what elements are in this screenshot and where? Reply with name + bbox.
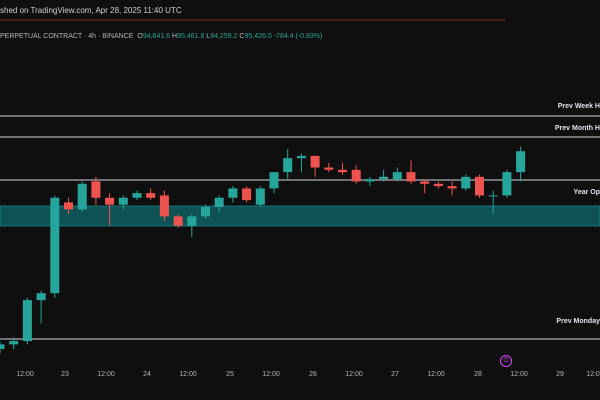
x-tick: 12:00: [262, 371, 280, 378]
candle-body: [351, 169, 361, 182]
open-key: O: [137, 33, 143, 40]
candle-body: [475, 176, 484, 196]
alert-clock-icon[interactable]: ⏱: [500, 355, 512, 367]
change-value: -784.4 (-0.83%): [273, 33, 323, 40]
x-tick: 27: [391, 371, 399, 378]
x-tick: 12:00: [510, 371, 528, 378]
candle-body: [296, 155, 306, 159]
candle-body: [502, 172, 512, 196]
candle-body: [9, 341, 19, 345]
prev-month-high-label: Prev Month H: [554, 125, 600, 132]
candle-body: [214, 197, 224, 208]
high-key: H: [172, 33, 178, 40]
candle-body: [283, 158, 293, 173]
prev-monday-label: Prev Monday: [556, 318, 600, 325]
candle-body: [50, 197, 60, 294]
x-tick: 25: [226, 371, 234, 378]
candle-body: [255, 188, 265, 205]
low-key: L: [206, 33, 211, 40]
x-tick: 28: [474, 371, 482, 378]
candle-body: [201, 207, 210, 217]
candle-body: [269, 172, 279, 189]
candle-body: [461, 176, 471, 189]
x-tick: 12:00: [16, 371, 34, 378]
x-tick: 24: [143, 371, 151, 378]
candles-group: [0, 146, 526, 354]
candle-body: [310, 155, 320, 168]
candle-body: [228, 188, 238, 198]
candle-body: [36, 293, 46, 301]
candle-body: [91, 181, 101, 198]
close-key: C: [239, 33, 245, 40]
candle-body: [118, 197, 128, 205]
x-tick: 12:0: [586, 371, 600, 378]
prev-week-high-label: Prev Week H: [557, 103, 600, 110]
x-tick: 12:00: [427, 371, 445, 378]
year-open-label: Year Op: [573, 189, 600, 196]
candle-body: [420, 181, 430, 184]
close-value: 95,426.0: [244, 33, 272, 40]
candle-body: [0, 344, 5, 350]
candle-body: [516, 151, 526, 173]
x-tick: 26: [309, 371, 317, 378]
x-tick: 23: [61, 371, 69, 378]
candle-body: [187, 216, 197, 226]
ohlc-readout: O94,641.6 H95,461.8 L94,259.2 C95,426.0 …: [137, 33, 322, 40]
open-value: 94,641.6: [142, 33, 171, 40]
candle-body: [132, 193, 142, 198]
candle-body: [365, 179, 375, 182]
candle-body: [392, 172, 402, 180]
candle-body: [242, 188, 252, 201]
published-note: shed on TradingView.com, Apr 28, 2025 11…: [0, 6, 182, 15]
candle-body: [324, 167, 334, 170]
candle-body: [105, 197, 115, 205]
high-value: 95,461.8: [177, 33, 205, 40]
candle-body: [379, 176, 389, 180]
year-open-zone: [0, 205, 600, 227]
candle-body: [77, 183, 87, 210]
x-tick: 29: [556, 371, 564, 378]
candle-body: [406, 172, 416, 182]
candle-body: [22, 300, 32, 342]
candle-body: [338, 169, 347, 173]
x-tick: 12:00: [179, 371, 197, 378]
candle-body: [488, 195, 498, 197]
candle-body: [447, 186, 457, 189]
candle-body: [146, 193, 156, 198]
symbol-title: PERPETUAL CONTRACT · 4h · BINANCE: [0, 33, 134, 40]
x-tick: 12:00: [345, 371, 363, 378]
candle-body: [64, 202, 73, 210]
candle-body: [159, 195, 169, 217]
x-tick: 12:00: [97, 371, 115, 378]
candle-body: [433, 183, 443, 187]
candle-body: [173, 216, 183, 226]
low-value: 94,259.2: [210, 33, 238, 40]
symbol-info: PERPETUAL CONTRACT · 4h · BINANCE O94,64…: [0, 33, 322, 40]
